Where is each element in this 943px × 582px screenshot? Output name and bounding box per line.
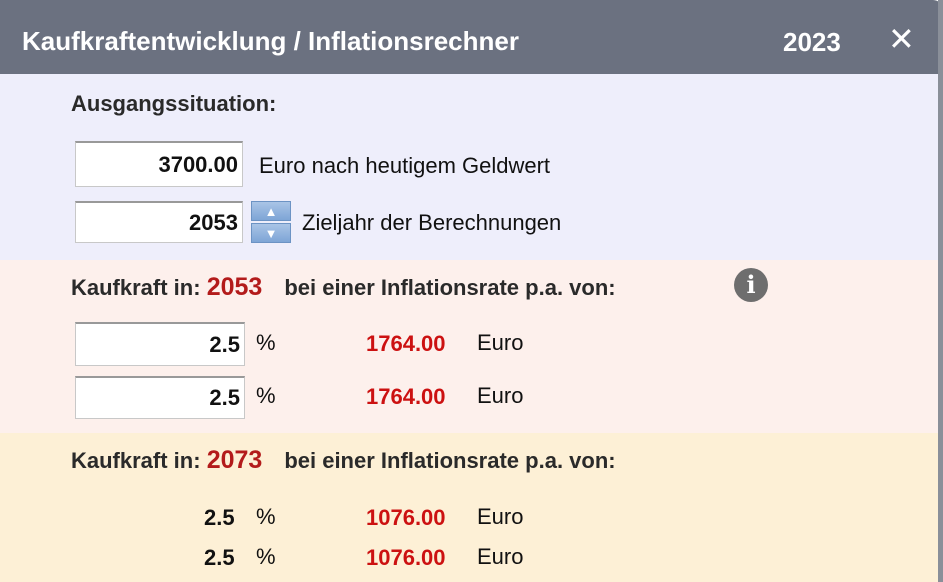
rate-label: bei einer Inflationsrate p.a. von: xyxy=(284,448,616,473)
stepper-up-icon[interactable]: ▲ xyxy=(251,201,291,221)
currency-label: Euro xyxy=(477,544,524,569)
currency-label: Euro xyxy=(477,330,524,355)
result-year: 2073 xyxy=(206,446,263,474)
window-title: Kaufkraftentwicklung / Inflationsrechner xyxy=(22,26,519,56)
amount-input[interactable] xyxy=(75,141,243,187)
result-value: 1764.00 xyxy=(366,331,446,356)
target-year-input[interactable] xyxy=(75,201,243,243)
result-section-1: Kaufkraft in: 2053 bei einer Inflationsra… xyxy=(0,260,938,433)
close-icon[interactable]: ✕ xyxy=(888,21,915,57)
year-stepper[interactable]: ▲ ▼ xyxy=(251,201,291,243)
rate-input-2[interactable] xyxy=(75,376,245,419)
percent-label: % xyxy=(256,544,276,569)
percent-label: % xyxy=(256,383,276,408)
percent-label: % xyxy=(256,504,276,529)
percent-label: % xyxy=(256,330,276,355)
window-border xyxy=(938,0,943,582)
info-icon[interactable]: i xyxy=(734,268,768,302)
result-value: 1076.00 xyxy=(366,545,446,570)
currency-label: Euro xyxy=(477,504,524,529)
rate-value: 2.5 xyxy=(204,505,235,530)
rate-input-1[interactable] xyxy=(75,322,245,366)
result-value: 1076.00 xyxy=(366,505,446,530)
rate-value: 2.5 xyxy=(204,545,235,570)
start-section: Ausgangssituation: Euro nach heutigem Ge… xyxy=(0,74,938,260)
target-year-label: Zieljahr der Berechnungen xyxy=(302,210,562,235)
current-year: 2023 xyxy=(783,27,841,57)
rate-label: bei einer Inflationsrate p.a. von: xyxy=(284,275,616,300)
result-year: 2053 xyxy=(206,273,263,301)
currency-label: Euro xyxy=(477,383,524,408)
result-section-2: Kaufkraft in: 2073 bei einer Inflationsra… xyxy=(0,433,938,582)
result-value: 1764.00 xyxy=(366,384,446,409)
start-heading: Ausgangssituation: xyxy=(71,91,277,116)
amount-label: Euro nach heutigem Geldwert xyxy=(259,153,551,178)
title-bar: Kaufkraftentwicklung / Inflationsrechner… xyxy=(0,0,943,74)
stepper-down-icon[interactable]: ▼ xyxy=(251,223,291,243)
kaufkraft-label: Kaufkraft in: xyxy=(71,275,201,300)
kaufkraft-label: Kaufkraft in: xyxy=(71,448,201,473)
